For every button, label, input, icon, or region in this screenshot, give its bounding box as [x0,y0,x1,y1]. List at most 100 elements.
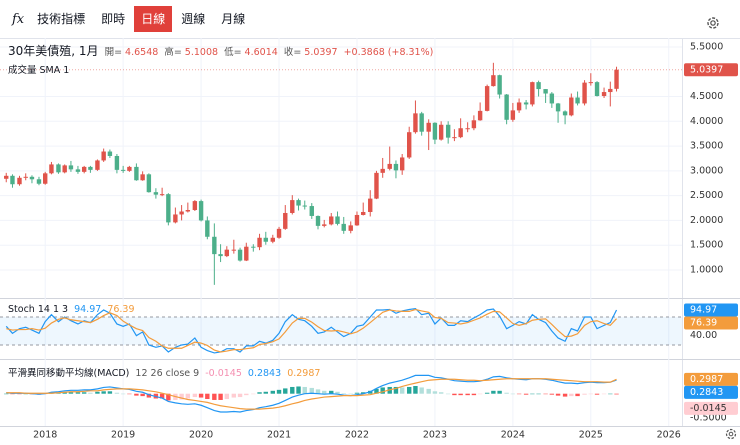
change-percent: (+8.31%) [387,47,434,58]
histogram-bar [335,391,340,394]
y-tick-label: 4.0000 [690,116,723,127]
histogram-bar [296,386,301,394]
candle-body [601,92,607,97]
value-box-label: -0.0145 [690,403,727,414]
candle-body [127,166,132,171]
candle-body [88,166,93,170]
histogram-bar [62,392,67,394]
y-tick-label: 3.5000 [690,141,723,152]
histogram-bar [10,393,15,395]
candle-body [159,194,165,196]
histogram-bar [88,392,93,394]
indicator-params: 12 26 close 9 [135,368,200,379]
candle-body [29,176,35,180]
candle-body [497,75,502,95]
candle-body [4,175,9,179]
ohlc-value: 5.0397 [304,47,338,58]
x-tick-label: 2019 [111,430,135,441]
toolbar-icon[interactable]: fx [12,11,25,27]
ohlc-label: 收= [283,47,302,58]
histogram-bar [432,391,438,394]
candle-body [569,97,574,116]
histogram-bar [166,393,171,401]
histogram-bar [594,393,600,395]
candle-body [263,237,268,242]
time-axis-settings-icon[interactable] [725,428,737,440]
ohlc-value: 4.6014 [244,47,278,58]
toolbar-item[interactable]: 技術指標 [37,12,86,26]
settings-icon[interactable] [707,17,719,29]
histogram-bar [497,390,502,394]
toolbar-item[interactable]: 即時 [101,12,126,26]
candle-body [348,225,353,231]
indicator-value: 94.97 [74,304,102,315]
candle-body [452,137,457,139]
candle-body [575,97,580,104]
x-tick-label: 2025 [579,430,603,441]
candle-body [218,254,223,257]
histogram-bar [530,393,535,395]
candle-body [393,163,399,171]
histogram-bar [218,393,223,400]
candle-body [224,249,230,257]
histogram-bar [127,393,132,395]
histogram-bar [205,393,210,399]
histogram-bar [575,393,580,397]
candle-body [212,236,217,255]
histogram-bar [192,393,198,398]
macd-legend: 平滑異同移動平均線(MACD) 12 26 close 9 -0.0145 0.… [8,365,323,379]
value-box [684,63,738,77]
candle-body [43,173,48,184]
histogram-bar [491,390,496,394]
histogram-bar [75,392,81,394]
histogram-bar [341,393,346,394]
histogram-bar [81,392,87,394]
candle-body [270,237,275,242]
candle-body [114,155,120,170]
histogram-bar [244,393,249,396]
candle-body [608,88,613,93]
histogram-bar [185,393,191,399]
candle-body [134,166,139,181]
histogram-bar [23,393,28,395]
candle-body [354,214,360,226]
toolbar-item[interactable]: 週線 [181,12,206,26]
histogram-bar [380,387,385,394]
histogram-bar [458,393,463,396]
stoch-legend: Stoch 14 1 3 94.97 76.39 [8,304,138,315]
y-tick-label: 4.5000 [690,91,723,102]
x-tick-label: 2023 [423,430,447,441]
candle-body [322,224,327,226]
candle-body [120,169,126,171]
y-tick-label: 1.0000 [690,264,723,275]
symbol-title: 30年美債殖, 1月 [8,44,99,58]
candle-body [426,122,431,132]
candle-body [140,174,145,181]
volume-legend: 成交量 SMA 1 [8,65,70,76]
candle-body [582,82,587,104]
candle-body [484,86,490,111]
toolbar-item[interactable]: 月線 [221,12,246,26]
histogram-bar [471,393,477,396]
histogram-bar [504,392,509,394]
histogram-bar [426,388,431,394]
candle-body [555,103,561,112]
candle-body [315,215,321,226]
toolbar-item[interactable]: 日線 [134,6,173,32]
marks [0,62,682,413]
candle-body [510,110,516,120]
x-tick-label: 2021 [267,430,291,441]
value-box [684,303,738,317]
candle-body [368,198,373,212]
value-box-label: 0.2987 [690,374,723,385]
candle-body [23,176,28,178]
candle-body [56,164,61,173]
candle-body [399,157,405,171]
value-box-label: 5.0397 [690,64,723,75]
candle-body [530,82,535,105]
histogram-bar [582,393,587,395]
candle-body [153,192,159,195]
candle-body [49,164,54,174]
histogram-bar [95,391,100,394]
